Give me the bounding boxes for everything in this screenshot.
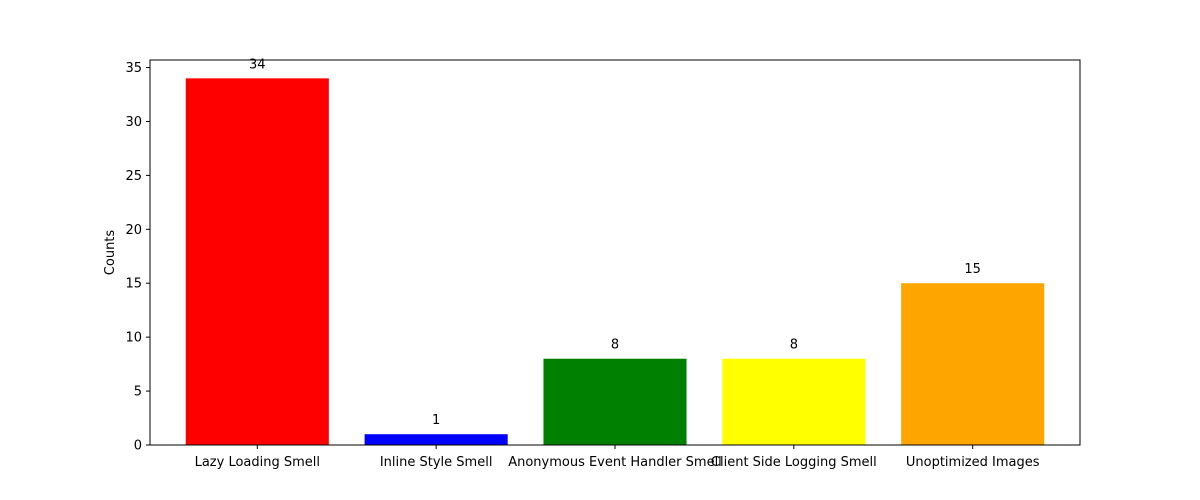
y-tick-label: 5 <box>134 385 142 400</box>
x-tick-label: Inline Style Smell <box>380 455 493 470</box>
x-tick-label: Anonymous Event Handler Smell <box>508 455 722 470</box>
plot-frame <box>149 59 1081 446</box>
x-axis-ticks: Lazy Loading Smell Inline Style Smell Anon… <box>195 445 1040 470</box>
bar-value-label: 15 <box>964 262 981 277</box>
x-tick-label: Client Side Logging Smell <box>711 455 877 470</box>
bar-value-label: 8 <box>611 338 619 353</box>
x-tick-label: Lazy Loading Smell <box>195 455 320 470</box>
bars-group <box>185 78 1045 445</box>
bar <box>543 358 687 445</box>
bar <box>185 78 329 445</box>
bar <box>722 358 866 445</box>
y-tick-label: 35 <box>125 61 142 76</box>
bar-value-label: 34 <box>249 57 266 72</box>
y-tick-label: 25 <box>125 169 142 184</box>
bar <box>901 283 1045 445</box>
y-tick-label: 15 <box>125 277 142 292</box>
y-axis-ticks: 0 5 10 15 20 25 30 35 <box>125 61 150 454</box>
y-tick-label: 30 <box>125 115 142 130</box>
y-tick-label: 0 <box>134 439 142 454</box>
y-tick-label: 10 <box>125 331 142 346</box>
y-tick-label: 20 <box>125 223 142 238</box>
value-labels-group: 34 1 8 8 15 <box>249 57 981 428</box>
bar-value-label: 8 <box>790 338 798 353</box>
bar-value-label: 1 <box>432 413 440 428</box>
y-axis-label: Counts <box>103 230 118 276</box>
x-tick-label: Unoptimized Images <box>906 455 1040 470</box>
bar <box>364 434 508 445</box>
